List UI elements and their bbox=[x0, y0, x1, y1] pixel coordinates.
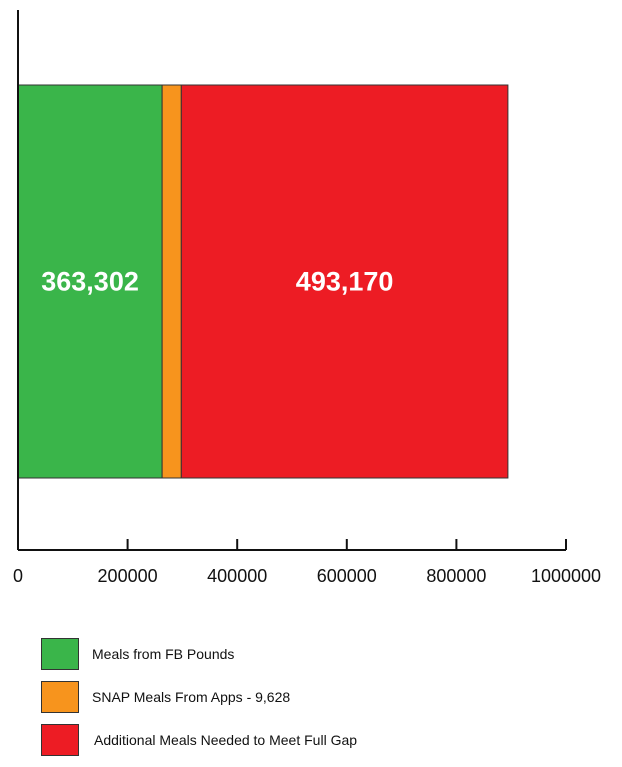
x-tick-label: 1000000 bbox=[531, 566, 601, 586]
x-tick-label: 800000 bbox=[426, 566, 486, 586]
segment-value-label: 363,302 bbox=[41, 267, 139, 297]
legend-swatch-green bbox=[41, 638, 79, 670]
legend-swatch-red bbox=[41, 724, 79, 756]
legend-label: SNAP Meals From Apps - 9,628 bbox=[92, 689, 291, 705]
legend-swatch-orange bbox=[41, 681, 79, 713]
segment-value-label: 493,170 bbox=[296, 267, 394, 297]
x-tick-label: 0 bbox=[13, 566, 23, 586]
x-ticks: 0 200000 400000 600000 800000 1000000 bbox=[13, 539, 601, 586]
bar-group bbox=[17, 84, 509, 479]
bar-segment-2 bbox=[161, 84, 182, 479]
segment-labels: 363,302 493,170 bbox=[41, 267, 393, 297]
legend-label: Meals from FB Pounds bbox=[92, 646, 235, 662]
legend-label: Additional Meals Needed to Meet Full Gap bbox=[94, 732, 358, 748]
x-tick-label: 400000 bbox=[207, 566, 267, 586]
bar-segment-3 bbox=[180, 84, 509, 479]
x-tick-label: 200000 bbox=[98, 566, 158, 586]
x-tick-label: 600000 bbox=[317, 566, 377, 586]
chart: 0 200000 400000 600000 800000 1000000 363,302… bbox=[13, 10, 601, 586]
bar-segment-1 bbox=[17, 84, 163, 479]
